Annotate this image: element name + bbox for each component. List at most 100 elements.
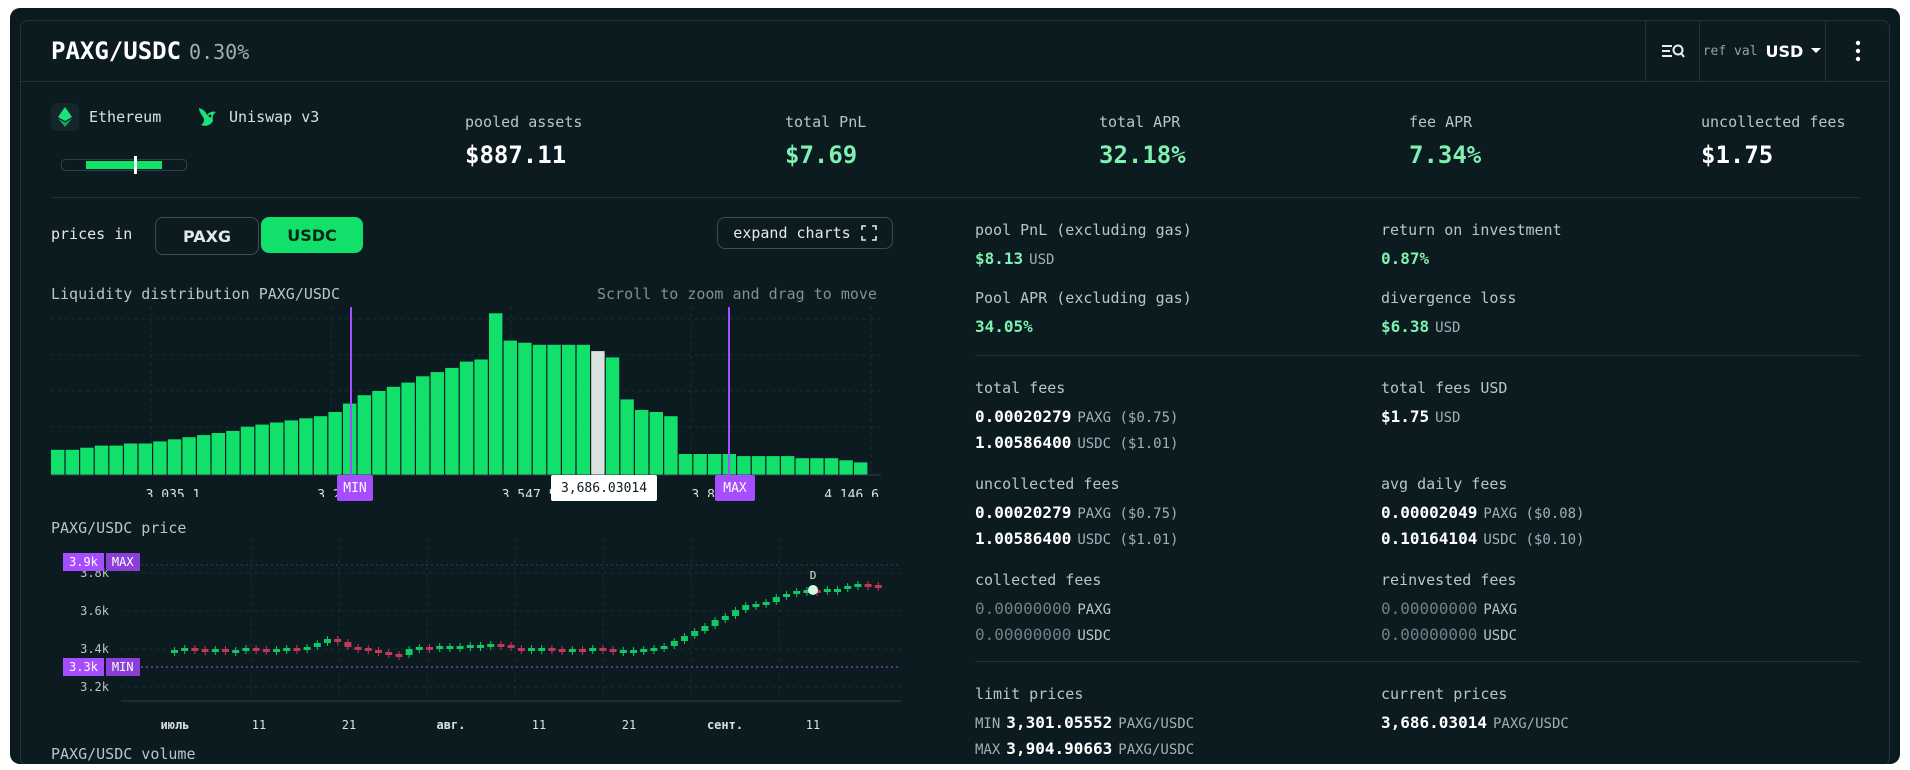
- divergence-loss-amount: $6.38: [1381, 317, 1430, 336]
- price-candles: [171, 581, 882, 660]
- liquidity-bar: [167, 439, 182, 475]
- unit: PAXG: [1077, 602, 1112, 618]
- liquidity-chart-hint: Scroll to zoom and drag to move: [597, 285, 877, 303]
- range-current-marker: [134, 156, 137, 174]
- more-menu-button[interactable]: [1825, 21, 1890, 81]
- collected-paxg: 0.00000000 PAXG: [975, 599, 1111, 618]
- stat-value: $887.11: [465, 141, 567, 169]
- stat-label: total APR: [1099, 113, 1181, 131]
- liquidity-bar: [138, 443, 152, 475]
- liquidity-bar: [51, 449, 65, 475]
- amount: 1.00586400: [975, 433, 1072, 452]
- unit: USDC ($1.01): [1077, 436, 1179, 452]
- liquidity-bar: [80, 447, 94, 475]
- amount: $1.75: [1381, 407, 1430, 426]
- unit: PAXG/USDC: [1118, 742, 1195, 758]
- unit: USD: [1435, 410, 1461, 426]
- liquidity-bar: [693, 454, 707, 475]
- stat-label: total PnL: [785, 113, 867, 131]
- liquidity-bar: [635, 409, 649, 475]
- price-grid: [121, 539, 901, 701]
- search-list-icon: [1662, 44, 1685, 58]
- price-x-tick: 11: [252, 718, 266, 732]
- chevron-down-icon: [1811, 48, 1822, 53]
- stat-uncollected-fees: uncollected fees $1.75: [1701, 113, 1846, 169]
- total-fees-paxg: 0.00020279 PAXG ($0.75): [975, 407, 1178, 426]
- current-prices-label: current prices: [1381, 685, 1508, 703]
- liquidity-bar: [386, 386, 401, 475]
- current-price-value: 3,686.03014 PAXG/USDC: [1381, 713, 1569, 732]
- avg-daily-usdc: 0.10164104 USDC ($0.10): [1381, 529, 1584, 548]
- liquidity-chart[interactable]: 3,035.1 3,2 3,547.5 3,839 4,146.6: [51, 307, 891, 497]
- uniswap-icon: [193, 103, 221, 131]
- pool-pnl-value: $8.13 USD: [975, 249, 1054, 268]
- liquidity-bar: [751, 456, 766, 475]
- liquidity-bar: [532, 344, 547, 475]
- liquidity-bar: [576, 344, 590, 475]
- price-y-tick: 3.6k: [80, 604, 110, 618]
- liquidity-bar: [489, 313, 503, 475]
- app-frame: PAXG/USDC 0.30% ref val USD Ethere: [10, 8, 1900, 764]
- price-chart[interactable]: 3.8k 3.6k 3.4k 3.2k D июль 11 21 авг. 11…: [51, 539, 901, 739]
- toggle-usdc[interactable]: USDC: [261, 217, 363, 253]
- reinvested-usdc: 0.00000000 USDC: [1381, 625, 1517, 644]
- amount: 3,301.05552: [1006, 713, 1113, 732]
- stat-fee-apr: fee APR 7.34%: [1409, 113, 1481, 169]
- liquidity-bar: [372, 391, 386, 475]
- event-marker[interactable]: [808, 585, 818, 595]
- divergence-loss-unit: USD: [1435, 320, 1461, 336]
- liq-tick: 4,146.6: [824, 488, 879, 497]
- header: PAXG/USDC 0.30% ref val USD: [21, 21, 1889, 82]
- liquidity-bar: [737, 456, 751, 475]
- liquidity-bar: [766, 456, 780, 475]
- stat-label: uncollected fees: [1701, 113, 1846, 131]
- liquidity-bar: [270, 422, 284, 475]
- liquidity-bar: [255, 424, 269, 475]
- tag: MIN: [975, 716, 1001, 732]
- uncollected-usdc: 1.00586400 USDC ($1.01): [975, 529, 1178, 548]
- kebab-icon: [1855, 40, 1861, 62]
- price-y-tick: 3.2k: [80, 680, 110, 694]
- current-price-badge: 3,686.03014: [551, 475, 657, 501]
- roi-label: return on investment: [1381, 221, 1562, 239]
- liquidity-bar: [65, 449, 79, 475]
- limit-prices-label: limit prices: [975, 685, 1084, 703]
- expand-charts-button[interactable]: expand charts: [717, 217, 893, 249]
- liquidity-bar: [678, 454, 693, 475]
- stat-label: fee APR: [1409, 113, 1473, 131]
- liquidity-bar: [620, 399, 634, 475]
- total-fees-usd-value: $1.75 USD: [1381, 407, 1460, 426]
- total-fees-label: total fees: [975, 379, 1066, 397]
- liquidity-bar: [153, 441, 167, 475]
- protocol-name: Uniswap v3: [229, 108, 320, 126]
- divider: [51, 197, 1859, 198]
- stat-value: $1.75: [1701, 141, 1774, 169]
- liquidity-bar: [226, 430, 240, 475]
- unit: PAXG/USDC: [1118, 716, 1195, 732]
- liquidity-bar: [94, 445, 109, 475]
- liquidity-bar: [474, 359, 488, 475]
- search-list-button[interactable]: [1645, 21, 1700, 81]
- ref-currency-select[interactable]: ref val USD: [1699, 21, 1826, 81]
- divergence-loss-value: $6.38 USD: [1381, 317, 1460, 336]
- avg-daily-paxg: 0.00002049 PAXG ($0.08): [1381, 503, 1584, 522]
- stat-total-apr: total APR 32.18%: [1099, 113, 1186, 169]
- unit: USDC ($0.10): [1483, 532, 1585, 548]
- liquidity-chart-title: Liquidity distribution PAXG/USDC: [51, 285, 340, 303]
- avg-daily-fees-label: avg daily fees: [1381, 475, 1508, 493]
- liquidity-bar: [416, 376, 430, 475]
- liquidity-bar: [824, 458, 839, 475]
- liq-tick: 3,547.5: [502, 488, 557, 497]
- event-marker-label: D: [810, 569, 817, 582]
- liquidity-bar: [357, 395, 371, 475]
- unit: PAXG ($0.75): [1077, 506, 1179, 522]
- min-price-tag: 3.3k MIN: [63, 658, 140, 676]
- unit: USDC: [1483, 628, 1518, 644]
- unit: PAXG: [1483, 602, 1518, 618]
- liquidity-bar: [459, 361, 474, 475]
- amount: 0.00000000: [1381, 625, 1478, 644]
- toggle-paxg[interactable]: PAXG: [155, 217, 259, 255]
- page-title: PAXG/USDC 0.30%: [51, 37, 249, 65]
- liq-tick: 3,839: [691, 488, 730, 497]
- chain-name: Ethereum: [89, 108, 162, 126]
